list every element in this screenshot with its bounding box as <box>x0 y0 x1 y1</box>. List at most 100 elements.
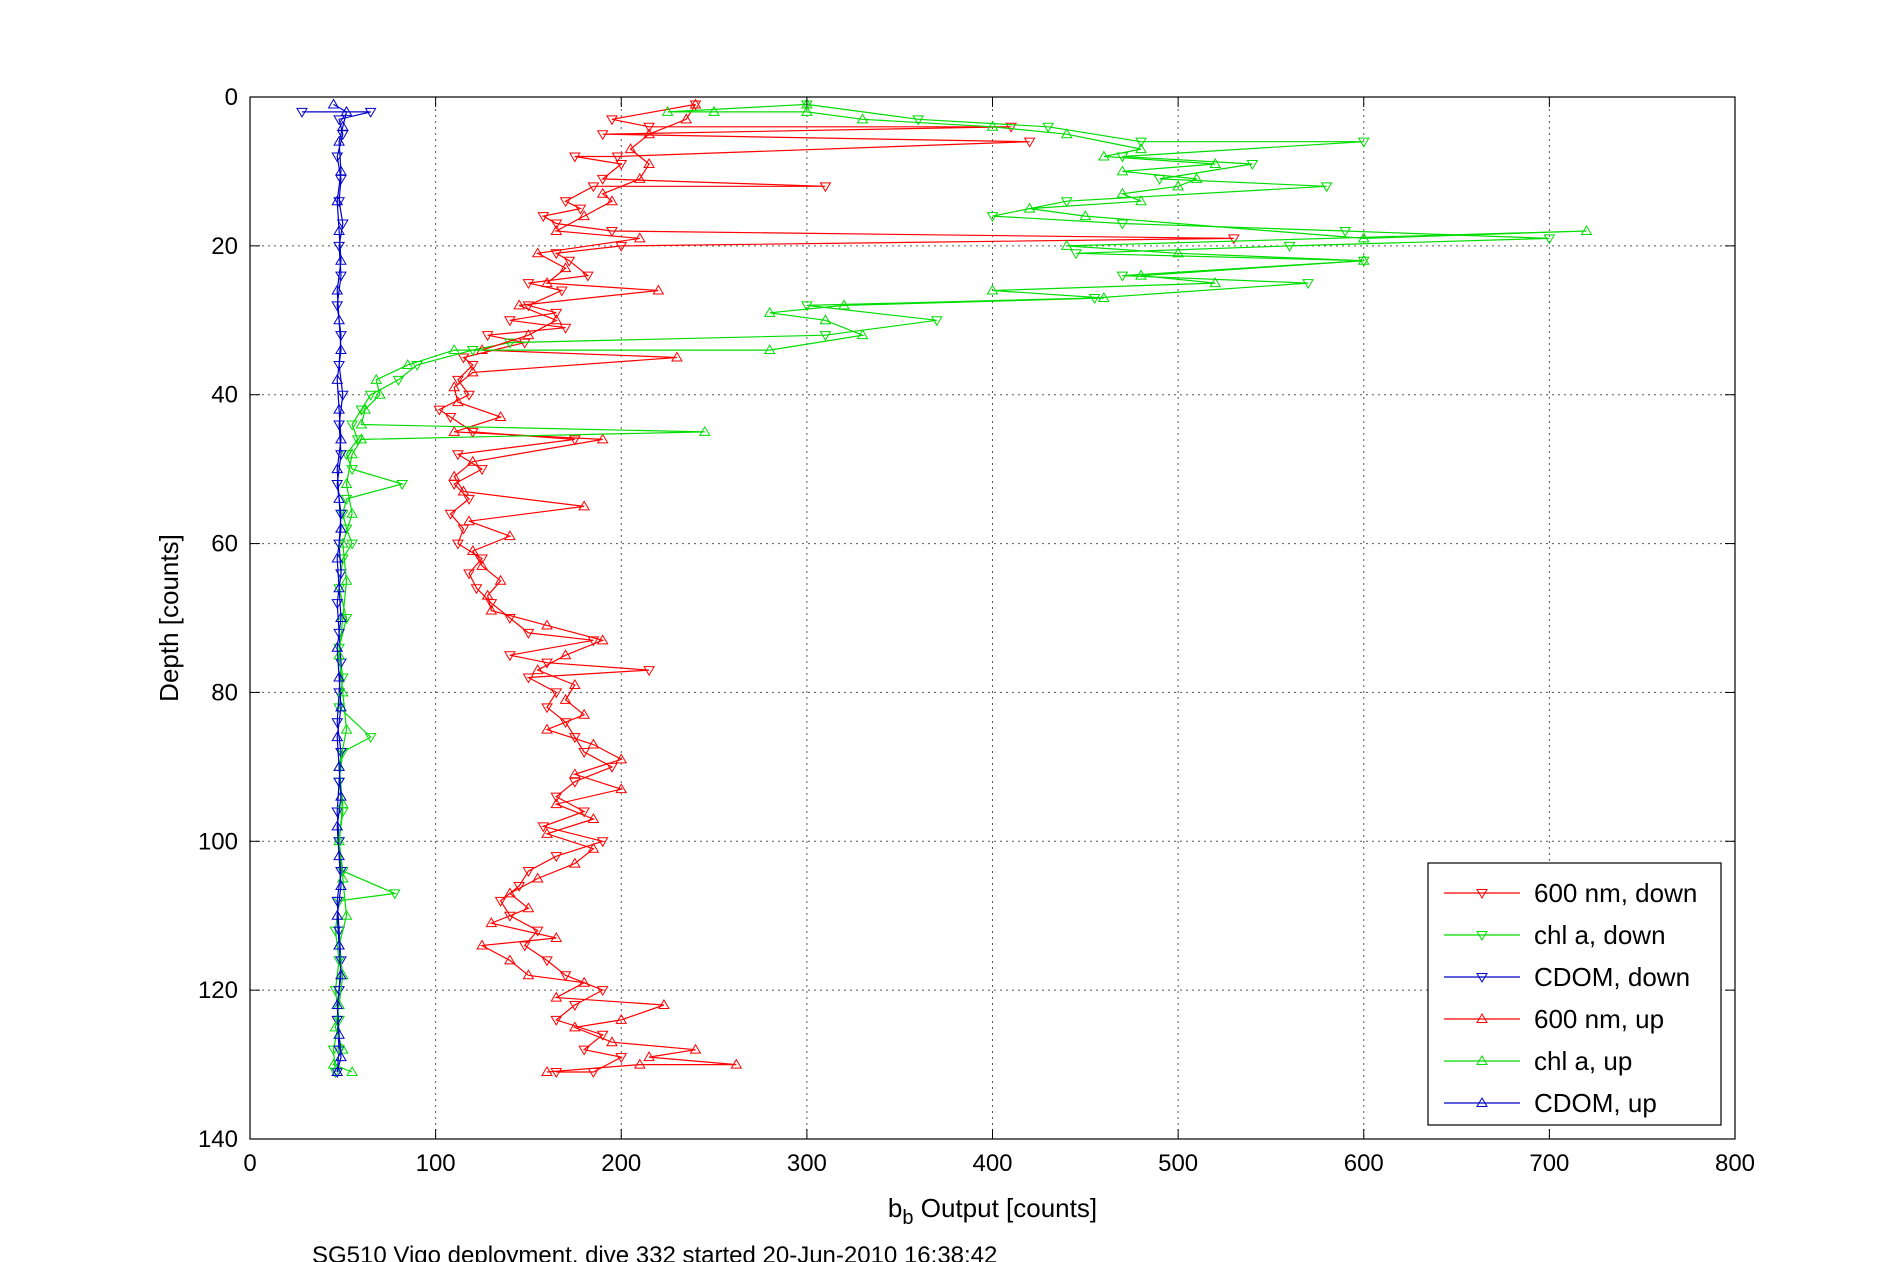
data-point <box>364 390 377 401</box>
data-point <box>336 390 349 401</box>
data-point <box>359 403 371 414</box>
data-point <box>563 256 576 267</box>
data-point <box>615 1053 628 1064</box>
data-point <box>331 731 344 742</box>
data-point <box>578 1045 590 1056</box>
data-point <box>333 643 345 654</box>
data-point <box>819 182 832 193</box>
data-point <box>466 346 479 357</box>
data-point <box>401 358 414 369</box>
data-point <box>550 1015 563 1026</box>
data-point <box>615 753 628 764</box>
data-point <box>466 455 479 466</box>
data-point <box>346 539 358 550</box>
data-point <box>463 515 475 526</box>
data-point <box>463 569 475 580</box>
data-point <box>1060 197 1073 208</box>
data-point <box>643 157 655 168</box>
data-point <box>452 375 464 386</box>
y-tick-label: 80 <box>211 679 238 706</box>
data-point <box>470 584 483 595</box>
data-point <box>329 1021 342 1032</box>
data-point <box>550 249 563 260</box>
data-point <box>615 159 628 170</box>
x-tick-label: 100 <box>416 1150 456 1177</box>
data-point <box>466 360 479 371</box>
data-point <box>537 822 550 833</box>
data-point <box>335 509 347 520</box>
data-point <box>355 405 368 416</box>
data-point <box>1070 249 1082 260</box>
y-tick-label: 100 <box>198 828 238 855</box>
data-point <box>340 105 353 116</box>
data-point <box>930 316 943 327</box>
data-point <box>331 463 344 474</box>
data-point <box>596 1030 609 1041</box>
data-point <box>1209 157 1222 168</box>
data-point <box>346 448 358 459</box>
data-point <box>448 425 461 436</box>
data-point <box>550 852 563 863</box>
data-point <box>370 373 383 384</box>
data-point <box>624 143 637 154</box>
data-point <box>606 762 618 773</box>
data-point <box>331 480 344 491</box>
data-point <box>504 614 516 624</box>
data-point <box>504 338 516 349</box>
series-0 <box>433 100 1240 1078</box>
x-tick-label: 200 <box>601 1150 641 1177</box>
series-5 <box>327 98 353 1077</box>
data-point <box>587 636 600 647</box>
data-point <box>351 435 364 446</box>
series-line <box>438 103 1234 1073</box>
data-point <box>364 107 377 118</box>
x-tick-label: 500 <box>1158 1150 1198 1177</box>
data-point <box>550 798 563 809</box>
legend-box <box>1427 862 1722 1126</box>
data-point <box>333 241 345 252</box>
data-point <box>327 1058 340 1069</box>
data-point <box>611 152 624 163</box>
data-point <box>801 105 813 116</box>
data-point <box>1135 137 1147 148</box>
data-point <box>568 1021 581 1032</box>
data-point <box>587 738 600 749</box>
data-point <box>1227 234 1240 245</box>
x-axis-label-subscript: b <box>902 1207 913 1229</box>
data-point <box>633 232 646 243</box>
data-point <box>596 837 609 848</box>
data-point <box>364 733 377 744</box>
data-point <box>1098 291 1110 302</box>
data-point <box>448 344 461 355</box>
data-point <box>476 465 488 476</box>
data-point <box>463 390 475 401</box>
data-point <box>340 723 353 734</box>
data-point <box>550 991 563 1002</box>
data-point <box>578 976 590 987</box>
data-point <box>335 790 347 801</box>
data-point <box>331 999 344 1010</box>
data-point <box>333 314 345 325</box>
data-point <box>522 279 535 290</box>
data-point <box>333 671 345 682</box>
x-tick-label: 400 <box>972 1150 1012 1177</box>
data-point <box>1357 137 1370 148</box>
data-point <box>333 1028 345 1039</box>
data-point <box>1339 226 1352 237</box>
data-point <box>1060 239 1073 250</box>
data-point <box>335 344 347 355</box>
data-point <box>615 241 628 252</box>
data-point <box>1320 182 1333 193</box>
legend-label: CDOM, down <box>1534 962 1690 992</box>
data-point <box>335 612 347 622</box>
data-point <box>340 478 353 489</box>
data-point <box>333 115 345 126</box>
x-tick-label: 800 <box>1715 1150 1755 1177</box>
data-point <box>578 210 590 221</box>
data-point <box>448 470 461 481</box>
data-point <box>986 284 999 295</box>
data-point <box>1172 180 1185 191</box>
data-point <box>466 366 479 377</box>
figure-caption: SG510 Vigo deployment, dive 332 started … <box>312 1242 997 1262</box>
data-point <box>541 723 553 734</box>
